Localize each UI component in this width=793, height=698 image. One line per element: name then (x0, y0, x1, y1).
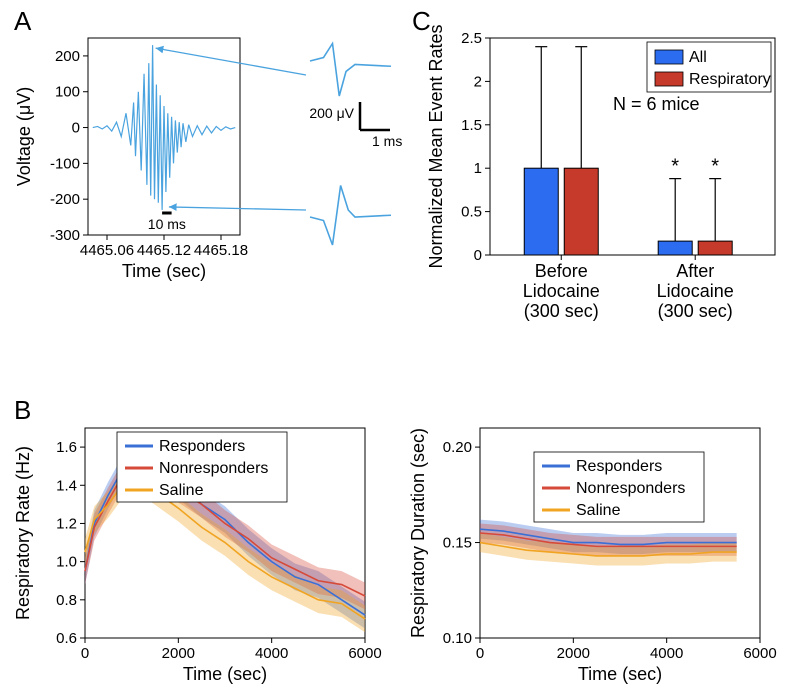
panel-A-svg: -300 -200 -100 0 100 200 4465.064465.124465.18… (10, 20, 410, 320)
svg-text:1.5: 1.5 (461, 117, 482, 134)
svg-text:Nonresponders: Nonresponders (576, 480, 685, 497)
svg-text:1.2: 1.2 (56, 515, 77, 532)
svg-text:0: 0 (474, 247, 482, 264)
panel-B-right-svg: 0.10.150.20200040006000Time (sec)Respira… (400, 408, 793, 698)
svg-text:0.10: 0.10 (443, 630, 472, 647)
svg-text:6000: 6000 (743, 645, 776, 662)
svg-text:Time (sec): Time (sec) (122, 261, 206, 281)
svg-text:1 ms: 1 ms (372, 133, 402, 149)
svg-text:4000: 4000 (650, 645, 683, 662)
figure-root: A B C -300-200-10001002004465.064465.124… (0, 0, 793, 689)
svg-text:2: 2 (474, 73, 482, 90)
svg-text:Time (sec): Time (sec) (578, 664, 662, 684)
svg-text:200 μV: 200 μV (309, 105, 354, 121)
svg-text:Normalized Mean Event Rates: Normalized Mean Event Rates (426, 24, 446, 268)
svg-text:Time (sec): Time (sec) (183, 664, 267, 684)
svg-text:0.5: 0.5 (461, 204, 482, 221)
svg-text:4465.06: 4465.06 (80, 242, 134, 259)
svg-text:2000: 2000 (162, 645, 195, 662)
svg-text:Respiratory Duration (sec): Respiratory Duration (sec) (408, 428, 428, 638)
svg-text:1: 1 (474, 160, 482, 177)
svg-text:Responders: Responders (159, 438, 245, 455)
svg-text:1.0: 1.0 (56, 554, 77, 571)
svg-text:(300 sec): (300 sec) (658, 301, 733, 321)
svg-text:*: * (671, 156, 679, 178)
svg-text:Respiratory Rate (Hz): Respiratory Rate (Hz) (13, 446, 33, 620)
svg-text:0: 0 (72, 120, 80, 137)
svg-text:0.15: 0.15 (443, 535, 472, 552)
svg-text:*: * (711, 156, 719, 178)
svg-text:4465.12: 4465.12 (137, 242, 191, 259)
svg-text:4465.18: 4465.18 (194, 242, 248, 259)
svg-text:1.6: 1.6 (56, 439, 77, 456)
svg-text:0.20: 0.20 (443, 439, 472, 456)
svg-text:-300: -300 (50, 227, 80, 244)
svg-text:After: After (676, 261, 714, 281)
panel-B-left-svg: 0.60.811.21.41.60200040006000Time (sec)R… (5, 408, 400, 698)
svg-text:200: 200 (55, 48, 80, 65)
svg-text:(300 sec): (300 sec) (524, 301, 599, 321)
svg-text:All: All (689, 49, 707, 66)
svg-text:-100: -100 (50, 155, 80, 172)
svg-text:Nonresponders: Nonresponders (159, 460, 268, 477)
svg-text:0.8: 0.8 (56, 592, 77, 609)
svg-text:Lidocaine: Lidocaine (657, 281, 734, 301)
svg-text:0: 0 (476, 645, 484, 662)
svg-text:0: 0 (81, 645, 89, 662)
svg-text:1.4: 1.4 (56, 477, 77, 494)
svg-text:100: 100 (55, 84, 80, 101)
panel-C-svg: 0 0.5 1 1.5 2 2.5 Normalized Mean Event Rates *… (420, 20, 790, 360)
svg-text:Before: Before (535, 261, 588, 281)
svg-text:2.5: 2.5 (461, 30, 482, 47)
svg-text:N = 6 mice: N = 6 mice (613, 94, 700, 114)
svg-text:4000: 4000 (255, 645, 288, 662)
svg-text:Saline: Saline (159, 482, 204, 499)
svg-text:Respiratory: Respiratory (689, 71, 771, 88)
svg-text:Lidocaine: Lidocaine (523, 281, 600, 301)
svg-text:6000: 6000 (348, 645, 381, 662)
svg-text:Voltage (μV): Voltage (μV) (14, 87, 34, 186)
svg-text:-200: -200 (50, 191, 80, 208)
svg-text:2000: 2000 (557, 645, 590, 662)
svg-text:Responders: Responders (576, 458, 662, 475)
svg-text:10 ms: 10 ms (148, 216, 186, 232)
svg-text:Saline: Saline (576, 502, 621, 519)
svg-text:0.6: 0.6 (56, 630, 77, 647)
